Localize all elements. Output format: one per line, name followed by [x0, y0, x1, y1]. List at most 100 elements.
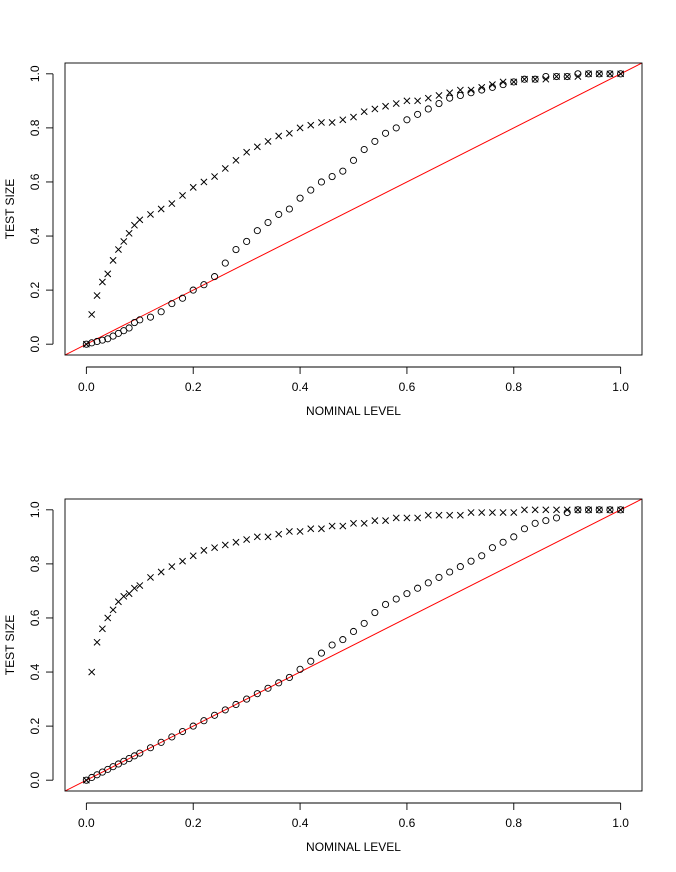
- data-point-cross: [88, 310, 96, 318]
- data-point-circle: [275, 210, 283, 218]
- data-point-circle: [392, 124, 400, 132]
- data-point-circle: [317, 178, 325, 186]
- x-tick-label: 0.8: [505, 816, 522, 830]
- reference-line: [65, 63, 642, 355]
- data-point-circle: [488, 544, 496, 552]
- data-point-cross: [253, 143, 261, 151]
- data-point-cross: [264, 137, 272, 145]
- data-point-circle: [168, 300, 176, 308]
- data-point-circle: [178, 294, 187, 302]
- data-point-cross: [93, 292, 101, 299]
- data-point-cross: [93, 638, 101, 646]
- data-point-circle: [392, 595, 400, 603]
- data-point-cross: [553, 506, 560, 514]
- y-tick-label: 0.0: [28, 772, 42, 789]
- y-tick-label: 0.6: [28, 173, 42, 190]
- data-point-circle: [499, 81, 507, 89]
- data-point-circle: [349, 627, 358, 636]
- data-point-circle: [157, 308, 165, 316]
- data-point-circle: [606, 70, 614, 78]
- data-point-circle: [531, 519, 539, 527]
- data-point-cross: [275, 132, 283, 140]
- x-tick-label: 0.8: [505, 380, 522, 394]
- data-point-circle: [424, 579, 432, 587]
- data-point-circle: [606, 506, 614, 514]
- data-point-cross: [382, 517, 390, 525]
- data-point-cross: [296, 124, 304, 132]
- data-point-cross: [488, 509, 496, 516]
- data-point-cross: [424, 94, 432, 102]
- data-point-circle: [136, 316, 144, 324]
- data-point-cross: [275, 530, 283, 538]
- data-point-circle: [189, 722, 197, 730]
- data-point-cross: [211, 173, 219, 181]
- data-point-cross: [371, 517, 379, 525]
- reference-line: [65, 499, 642, 791]
- data-point-cross: [157, 568, 165, 576]
- data-point-circle: [520, 525, 529, 533]
- data-point-circle: [382, 600, 390, 608]
- data-point-cross: [189, 183, 197, 191]
- data-point-cross: [542, 506, 550, 514]
- data-point-circle: [403, 116, 411, 124]
- data-point-circle: [467, 557, 475, 565]
- plot-frame: [64, 62, 643, 356]
- series-o: [82, 70, 625, 348]
- data-point-cross: [168, 200, 176, 208]
- data-point-cross: [446, 511, 454, 519]
- data-point-cross: [189, 552, 197, 560]
- data-point-cross: [157, 205, 165, 213]
- data-point-circle: [360, 145, 368, 154]
- data-point-circle: [264, 218, 272, 227]
- data-point-cross: [253, 533, 261, 541]
- data-point-cross: [125, 590, 133, 598]
- data-point-cross: [131, 584, 138, 592]
- data-point-circle: [563, 72, 571, 81]
- data-point-cross: [147, 210, 154, 218]
- data-point-cross: [131, 221, 138, 229]
- data-point-circle: [542, 517, 550, 525]
- data-point-cross: [98, 625, 106, 633]
- data-point-circle: [403, 590, 411, 598]
- data-point-cross: [392, 100, 400, 108]
- data-point-cross: [136, 582, 144, 589]
- data-point-cross: [317, 525, 325, 533]
- data-point-cross: [510, 509, 518, 516]
- data-point-circle: [467, 89, 475, 97]
- data-point-circle: [253, 690, 261, 698]
- data-point-cross: [403, 97, 411, 105]
- data-point-cross: [200, 546, 208, 554]
- data-point-circle: [157, 738, 165, 746]
- data-point-cross: [104, 270, 112, 278]
- data-point-cross: [360, 519, 368, 527]
- data-point-cross: [424, 511, 432, 519]
- data-point-circle: [574, 506, 582, 514]
- data-point-cross: [243, 536, 251, 544]
- data-point-cross: [264, 533, 272, 541]
- data-point-cross: [456, 86, 464, 94]
- data-point-circle: [264, 684, 272, 692]
- data-point-cross: [168, 563, 176, 571]
- data-point-cross: [109, 256, 117, 264]
- data-point-cross: [371, 105, 379, 113]
- data-point-cross: [285, 527, 293, 535]
- data-point-cross: [414, 514, 422, 522]
- data-point-cross: [446, 89, 454, 97]
- series-x: [82, 506, 625, 784]
- data-point-circle: [499, 538, 507, 546]
- data-point-circle: [510, 533, 518, 541]
- data-point-circle: [211, 711, 219, 719]
- data-point-circle: [520, 75, 529, 83]
- data-point-circle: [88, 339, 96, 347]
- data-point-cross: [328, 522, 336, 530]
- y-tick-label: 0.0: [28, 336, 42, 353]
- y-axis-title: TEST SIZE: [3, 179, 17, 239]
- data-point-circle: [168, 733, 176, 741]
- data-point-cross: [350, 113, 357, 121]
- data-point-circle: [253, 227, 261, 235]
- data-point-circle: [478, 86, 486, 94]
- y-tick-label: 0.4: [28, 227, 42, 244]
- data-point-circle: [435, 573, 443, 581]
- x-tick-label: 0.4: [292, 380, 309, 394]
- data-point-circle: [98, 336, 106, 344]
